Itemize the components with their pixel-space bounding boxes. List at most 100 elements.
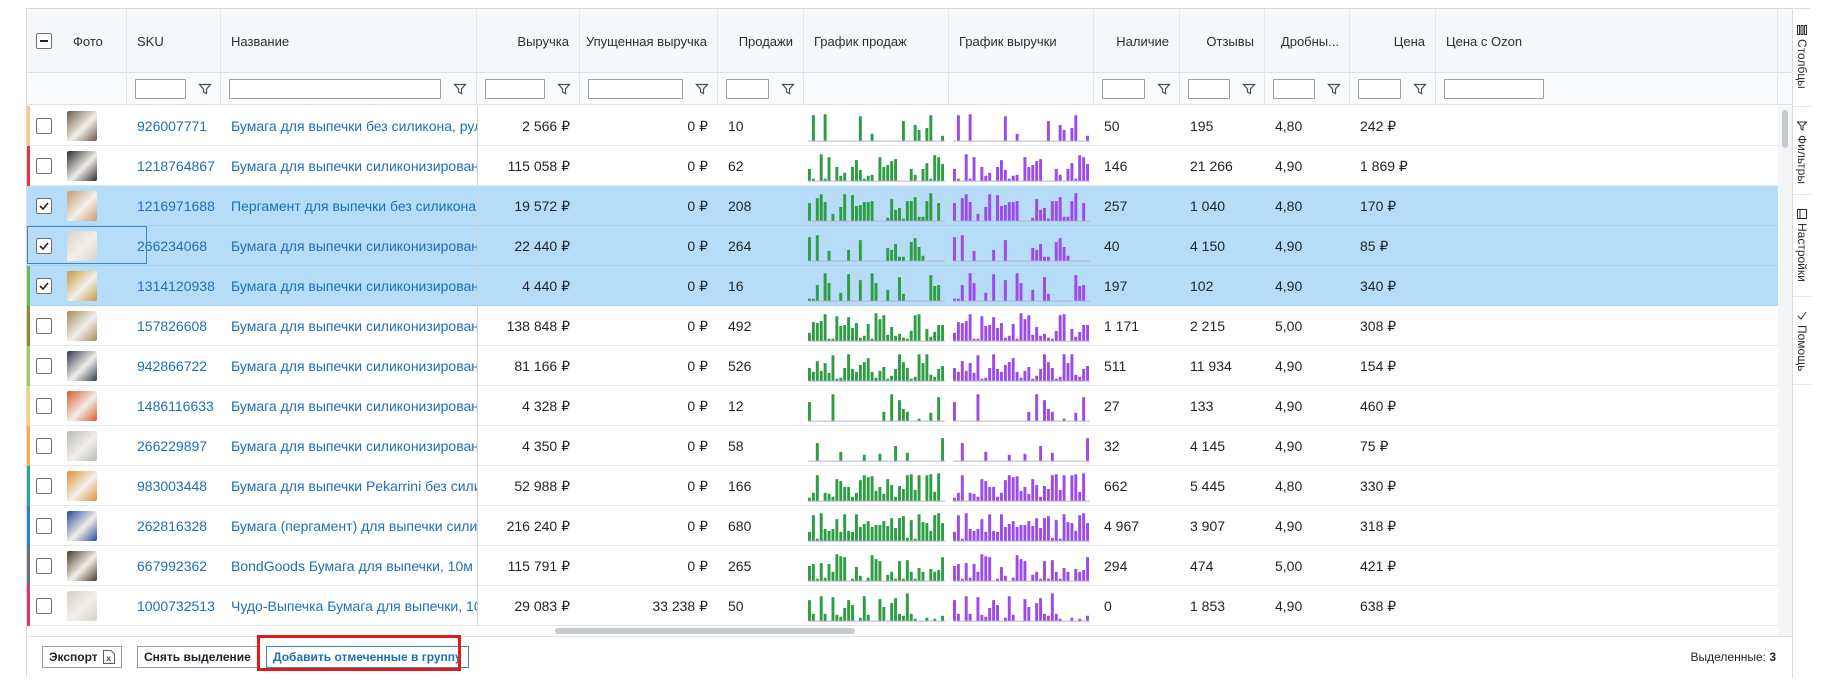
header-sales[interactable]: Продажи — [718, 9, 804, 73]
side-tab-columns[interactable]: Столбцы — [1793, 21, 1811, 107]
product-name-link[interactable]: Бумага для выпечки силиконизированная Gu — [231, 158, 477, 174]
cell-check[interactable] — [27, 586, 63, 626]
product-thumbnail[interactable] — [67, 431, 97, 461]
product-name-link[interactable]: BondGoods Бумага для выпечки, 10м х 30 с… — [231, 558, 477, 574]
cell-check[interactable] — [27, 106, 63, 146]
sku-link[interactable]: 926007771 — [137, 118, 208, 134]
product-thumbnail[interactable] — [67, 111, 97, 141]
product-thumbnail[interactable] — [67, 471, 97, 501]
filter-icon[interactable] — [1157, 82, 1171, 96]
header-price_ozon[interactable]: Цена с Ozon — [1436, 9, 1778, 73]
row-checkbox[interactable] — [36, 278, 52, 294]
sku-link[interactable]: 266234068 — [137, 238, 208, 254]
header-sales_chart[interactable]: График продаж — [804, 9, 949, 73]
sku-link[interactable]: 1000732513 — [137, 598, 215, 614]
sku-link[interactable]: 942866722 — [137, 358, 208, 374]
table-row[interactable]: 266234068 Бумага для выпечки силиконизиро… — [27, 226, 1792, 266]
header-revenue_chart[interactable]: График выручки — [949, 9, 1094, 73]
row-checkbox[interactable] — [36, 398, 52, 414]
vertical-scrollbar-thumb[interactable] — [1782, 110, 1788, 148]
row-checkbox[interactable] — [36, 478, 52, 494]
sku-link[interactable]: 1486116633 — [137, 398, 214, 414]
product-name-link[interactable]: Чудо-Выпечка Бумага для выпечки, 100м х … — [231, 598, 477, 614]
product-thumbnail[interactable] — [67, 151, 97, 181]
sku-link[interactable]: 1216971688 — [137, 198, 215, 214]
filter-icon[interactable] — [198, 82, 212, 96]
export-button[interactable]: Экспорт x — [42, 646, 122, 668]
product-thumbnail[interactable] — [67, 271, 97, 301]
header-rating[interactable]: Дробны... — [1265, 9, 1350, 73]
filter-input-rating[interactable] — [1273, 79, 1315, 99]
row-checkbox[interactable] — [36, 158, 52, 174]
table-row[interactable]: 262816328 Бумага (пергамент) для выпечки … — [27, 506, 1792, 546]
sku-link[interactable]: 1218764867 — [137, 158, 215, 174]
vertical-scrollbar[interactable] — [1778, 106, 1792, 636]
product-name-link[interactable]: Пергамент для выпечки без силикона рулон — [231, 198, 477, 214]
header-name[interactable]: Название — [221, 9, 477, 73]
cell-check[interactable] — [27, 266, 63, 306]
add-selected-to-group-button[interactable]: Добавить отмеченные в группу — [266, 646, 469, 668]
grid-body[interactable]: 926007771 Бумага для выпечки без силикона… — [27, 106, 1792, 626]
filter-icon[interactable] — [695, 82, 709, 96]
row-checkbox[interactable] — [36, 438, 52, 454]
product-name-link[interactable]: Бумага для выпечки силиконизированная Gu — [231, 438, 477, 454]
table-row[interactable]: 942866722 Бумага для выпечки силиконизиро… — [27, 346, 1792, 386]
product-name-link[interactable]: Бумага для выпечки Pekarrini без силикон… — [231, 478, 477, 494]
product-name-link[interactable]: Бумага для выпечки без силикона, рулон 2… — [231, 118, 477, 134]
header-price[interactable]: Цена — [1350, 9, 1436, 73]
horizontal-scrollbar[interactable] — [555, 626, 1778, 636]
product-name-link[interactable]: Бумага для выпечки силиконизированная 50 — [231, 398, 477, 414]
side-tab-help[interactable]: Помощь — [1793, 307, 1811, 385]
filter-icon[interactable] — [781, 82, 795, 96]
cell-check[interactable] — [27, 506, 63, 546]
product-thumbnail[interactable] — [67, 231, 97, 261]
cell-check[interactable] — [27, 346, 63, 386]
sku-link[interactable]: 983003448 — [137, 478, 208, 494]
table-row[interactable]: 1486116633 Бумага для выпечки силиконизир… — [27, 386, 1792, 426]
clear-selection-button[interactable]: Снять выделение — [137, 646, 258, 668]
product-thumbnail[interactable] — [67, 551, 97, 581]
table-row[interactable]: 157826608 Бумага для выпечки силиконизиро… — [27, 306, 1792, 346]
filter-input-revenue[interactable] — [485, 79, 545, 99]
header-photo[interactable]: Фото — [63, 9, 127, 73]
row-checkbox[interactable] — [36, 318, 52, 334]
sku-link[interactable]: 262816328 — [137, 518, 208, 534]
filter-icon[interactable] — [1242, 82, 1256, 96]
sku-link[interactable]: 667992362 — [137, 558, 208, 574]
filter-input-price-ozon[interactable] — [1444, 79, 1544, 99]
sku-link[interactable]: 157826608 — [137, 318, 208, 334]
sku-link[interactable]: 1314120938 — [137, 278, 215, 294]
filter-icon[interactable] — [453, 82, 467, 96]
cell-check[interactable] — [27, 146, 63, 186]
horizontal-scrollbar-thumb[interactable] — [555, 628, 855, 634]
cell-check[interactable] — [27, 426, 63, 466]
table-row[interactable]: 983003448 Бумага для выпечки Pekarrini бе… — [27, 466, 1792, 506]
filter-icon[interactable] — [557, 82, 571, 96]
filter-input-reviews[interactable] — [1188, 79, 1230, 99]
table-row[interactable]: 1000732513 Чудо-Выпечка Бумага для выпечк… — [27, 586, 1792, 626]
filter-icon[interactable] — [1327, 82, 1341, 96]
header-revenue[interactable]: Выручка — [477, 9, 580, 73]
product-thumbnail[interactable] — [67, 591, 97, 621]
product-thumbnail[interactable] — [67, 351, 97, 381]
row-checkbox[interactable] — [36, 198, 52, 214]
filter-input-stock[interactable] — [1102, 79, 1145, 99]
product-thumbnail[interactable] — [67, 391, 97, 421]
product-name-link[interactable]: Бумага для выпечки силиконизированная, П — [231, 278, 477, 294]
filter-input-price[interactable] — [1358, 79, 1401, 99]
product-thumbnail[interactable] — [67, 191, 97, 221]
select-all-checkbox[interactable] — [36, 33, 52, 49]
filter-input-sku[interactable] — [135, 79, 186, 99]
header-sku[interactable]: SKU — [127, 9, 221, 73]
table-row[interactable]: 667992362 BondGoods Бумага для выпечки, 1… — [27, 546, 1792, 586]
row-checkbox[interactable] — [36, 118, 52, 134]
row-checkbox[interactable] — [36, 358, 52, 374]
header-stock[interactable]: Наличие — [1094, 9, 1180, 73]
product-thumbnail[interactable] — [67, 511, 97, 541]
product-name-link[interactable]: Бумага для выпечки силиконизированная, Г… — [231, 318, 477, 334]
row-checkbox[interactable] — [36, 238, 52, 254]
side-tab-settings[interactable]: Настройки — [1793, 205, 1811, 297]
cell-check[interactable] — [27, 186, 63, 226]
table-row[interactable]: 1216971688 Пергамент для выпечки без сили… — [27, 186, 1792, 226]
cell-check[interactable] — [27, 546, 63, 586]
